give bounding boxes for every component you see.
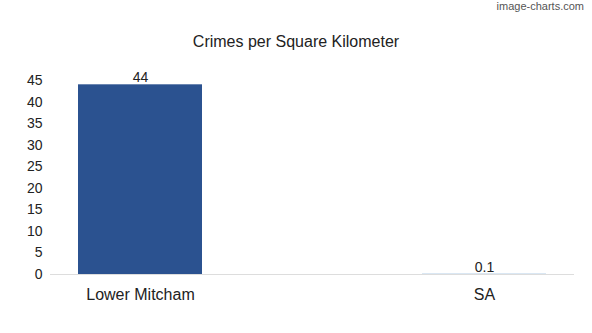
svg-text:15: 15 bbox=[27, 201, 43, 217]
svg-text:40: 40 bbox=[27, 94, 43, 110]
svg-text:25: 25 bbox=[27, 158, 43, 174]
svg-text:35: 35 bbox=[27, 115, 43, 131]
svg-text:44: 44 bbox=[133, 69, 149, 85]
svg-text:30: 30 bbox=[27, 137, 43, 153]
html-text:image-charts.com: image-charts.com bbox=[496, 0, 584, 12]
svg-text:5: 5 bbox=[35, 244, 43, 260]
svg-text:10: 10 bbox=[27, 223, 43, 239]
svg-text:0: 0 bbox=[35, 266, 43, 282]
html-text:Crimes per Square Kilometer: Crimes per Square Kilometer bbox=[192, 33, 400, 50]
svg-text:SA: SA bbox=[474, 286, 496, 303]
svg-text:45: 45 bbox=[27, 72, 43, 88]
svg-text:Lower Mitcham: Lower Mitcham bbox=[86, 286, 194, 303]
svg-text:0.1: 0.1 bbox=[475, 259, 495, 275]
svg-text:20: 20 bbox=[27, 180, 43, 196]
